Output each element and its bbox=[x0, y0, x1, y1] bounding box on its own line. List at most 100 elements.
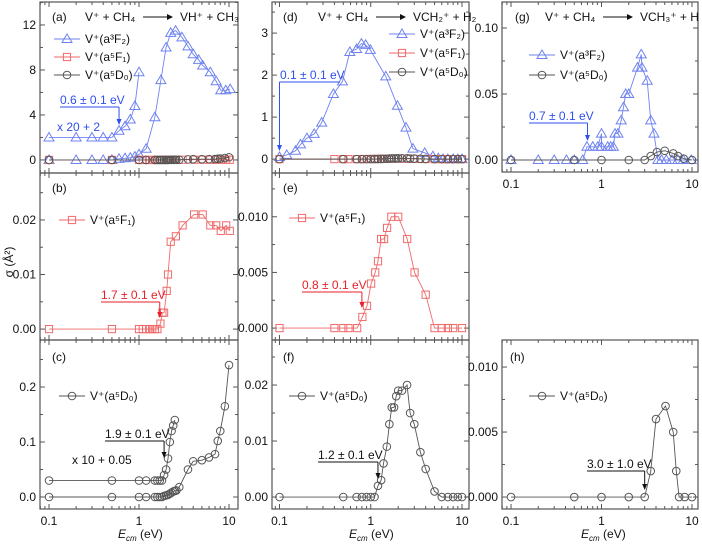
y-tick-label: 8 bbox=[29, 63, 36, 77]
data-point bbox=[107, 155, 117, 165]
data-point bbox=[140, 142, 153, 153]
data-point bbox=[405, 408, 415, 418]
square-legend-icon bbox=[397, 48, 407, 58]
triangle-legend-icon bbox=[536, 49, 548, 59]
data-point bbox=[393, 386, 403, 395]
data-point bbox=[352, 154, 361, 164]
data-point bbox=[113, 152, 125, 163]
y-tick-label: 0.005 bbox=[468, 425, 498, 439]
plot-frame bbox=[271, 172, 470, 341]
data-point bbox=[400, 121, 412, 132]
data-point bbox=[687, 492, 697, 502]
y-tick-label: 0.00 bbox=[245, 490, 269, 504]
data-point bbox=[646, 151, 656, 161]
data-point bbox=[197, 455, 207, 465]
data-point bbox=[107, 492, 117, 502]
y-tick-label: 0.1 bbox=[19, 435, 36, 449]
x-tick-label: 10 bbox=[685, 177, 699, 191]
legend-entry: V⁺(a³F₂) bbox=[54, 32, 130, 46]
data-point bbox=[389, 403, 399, 412]
data-point bbox=[595, 127, 608, 138]
panel-label: (d) bbox=[283, 10, 298, 24]
series-line bbox=[49, 214, 231, 330]
data-point bbox=[624, 155, 634, 165]
data-point bbox=[176, 31, 188, 42]
circle-legend-icon bbox=[297, 391, 307, 401]
data-point bbox=[225, 226, 234, 235]
legend-label: V⁺(a⁵F₁) bbox=[320, 211, 365, 225]
legend-label: V⁺(a⁵D₀) bbox=[420, 65, 468, 79]
data-point bbox=[204, 66, 217, 77]
data-point bbox=[615, 114, 628, 125]
triangle-legend-icon bbox=[61, 33, 73, 43]
data-point bbox=[506, 155, 516, 165]
y-tick-label: 0 bbox=[29, 153, 36, 167]
data-point bbox=[210, 154, 220, 164]
data-point bbox=[409, 419, 419, 429]
data-point bbox=[196, 59, 209, 70]
data-point bbox=[224, 83, 237, 94]
data-point bbox=[443, 154, 453, 164]
x-axis-label-sub: cm bbox=[589, 534, 600, 543]
data-point bbox=[405, 154, 415, 163]
threshold-label: 0.1 ± 0.1 eV bbox=[280, 68, 345, 82]
data-point bbox=[532, 154, 545, 164]
threshold-label: 1.9 ± 0.1 eV bbox=[105, 427, 170, 441]
panel-e: 0.000 0.005 0.010 V⁺(a⁵F₁) (e) 0.8 ± 0.1 eV bbox=[238, 172, 470, 341]
data-point bbox=[636, 61, 648, 72]
data-point bbox=[646, 466, 656, 476]
data-point bbox=[163, 454, 173, 463]
data-point bbox=[668, 427, 678, 437]
plot-frame bbox=[39, 172, 239, 341]
data-point bbox=[430, 487, 439, 496]
data-point bbox=[379, 154, 388, 164]
data-point bbox=[353, 323, 362, 333]
panel-label: (b) bbox=[52, 181, 67, 195]
data-point bbox=[379, 459, 388, 468]
threshold-arrow-head bbox=[359, 302, 365, 308]
data-point bbox=[370, 492, 379, 502]
threshold-arrow-head bbox=[161, 452, 167, 458]
x-axis-label-col2: Ecm (eV) bbox=[349, 527, 394, 543]
x-tick-label: 0.1 bbox=[271, 514, 288, 528]
data-point bbox=[640, 492, 649, 502]
data-point bbox=[635, 48, 648, 59]
data-point bbox=[141, 155, 151, 165]
plot-frame bbox=[501, 339, 699, 510]
data-point bbox=[206, 221, 215, 230]
data-point bbox=[506, 492, 516, 502]
data-point bbox=[166, 237, 175, 246]
y-tick-label: 0.02 bbox=[13, 213, 37, 227]
panel-b: 0.00 0.01 0.02 V⁺(a⁵F₁) (b) 1.7 ± 0.1 eV bbox=[13, 172, 239, 341]
data-point bbox=[172, 155, 181, 165]
data-point bbox=[569, 155, 579, 165]
data-point bbox=[641, 74, 654, 85]
series-a5D0 bbox=[44, 360, 234, 502]
data-point bbox=[443, 323, 452, 333]
data-point bbox=[188, 456, 198, 466]
data-point bbox=[204, 154, 214, 164]
data-point bbox=[421, 154, 430, 164]
data-point bbox=[192, 53, 205, 64]
data-point bbox=[153, 155, 162, 165]
data-point bbox=[668, 149, 678, 158]
circle-legend-icon bbox=[67, 391, 77, 401]
data-point bbox=[402, 380, 412, 390]
threshold-label: 0.7 ± 0.1 eV bbox=[529, 109, 594, 123]
series-a5D0-scaled bbox=[44, 415, 180, 485]
data-point bbox=[370, 154, 379, 164]
panel-label: (a) bbox=[52, 10, 67, 24]
legend-entry: V⁺(a⁵F₁) bbox=[59, 213, 135, 227]
y-axis-label: σ (Å²) bbox=[1, 247, 16, 278]
data-point bbox=[416, 154, 425, 164]
data-point bbox=[167, 426, 176, 436]
data-point bbox=[169, 24, 182, 35]
data-point bbox=[457, 154, 467, 164]
data-point bbox=[376, 475, 386, 485]
data-point bbox=[43, 131, 55, 142]
series-a5D0 bbox=[506, 401, 697, 502]
data-point bbox=[352, 492, 361, 502]
threshold-label: 0.8 ± 0.1 eV bbox=[302, 278, 367, 292]
x-axis-label-e: E bbox=[581, 527, 590, 541]
